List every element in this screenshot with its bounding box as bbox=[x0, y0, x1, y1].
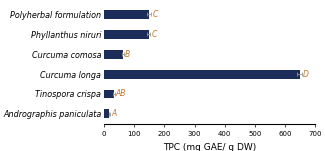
Text: C: C bbox=[153, 10, 158, 19]
X-axis label: TPC (mg GAE/ g DW): TPC (mg GAE/ g DW) bbox=[163, 143, 256, 151]
Text: AB: AB bbox=[116, 90, 126, 98]
Text: C: C bbox=[152, 30, 157, 39]
Bar bbox=[104, 70, 300, 79]
Bar bbox=[104, 50, 123, 59]
Text: D: D bbox=[303, 70, 309, 79]
Bar bbox=[104, 109, 110, 118]
Bar bbox=[104, 30, 149, 39]
Text: B: B bbox=[125, 50, 130, 59]
Bar bbox=[104, 90, 114, 98]
Text: A: A bbox=[111, 109, 116, 118]
Bar bbox=[104, 10, 149, 19]
